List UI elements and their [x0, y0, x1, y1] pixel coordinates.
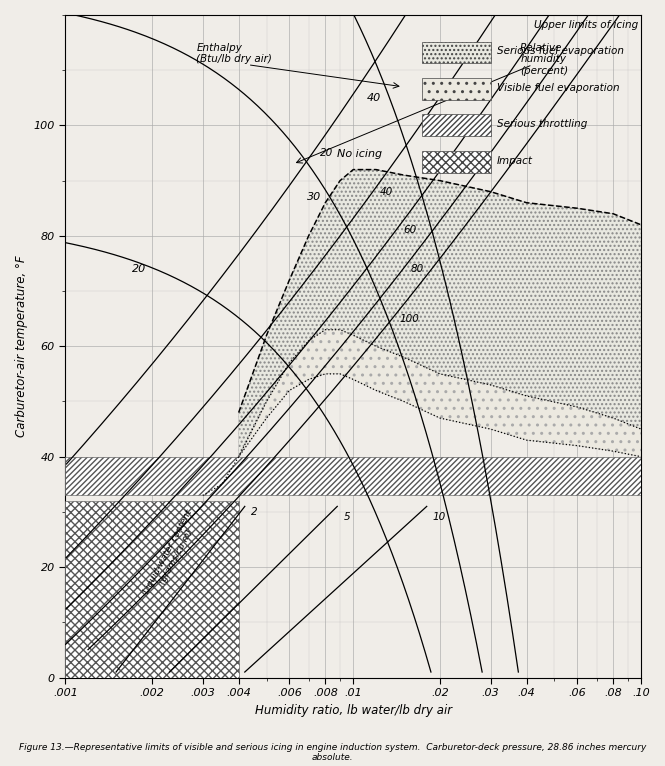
Y-axis label: Carburetor-air temperature, °F: Carburetor-air temperature, °F [15, 256, 28, 437]
Text: 80: 80 [410, 264, 424, 274]
FancyBboxPatch shape [422, 151, 491, 172]
Text: Figure 13.—Representative limits of visible and serious icing in engine inductio: Figure 13.—Representative limits of visi… [19, 743, 646, 762]
Polygon shape [239, 329, 641, 457]
Text: 100: 100 [400, 313, 420, 324]
Text: Visible fuel evaporation: Visible fuel evaporation [497, 83, 620, 93]
Text: Upper limits of icing: Upper limits of icing [534, 21, 638, 31]
Text: No icing: No icing [337, 149, 382, 159]
Text: 2: 2 [251, 507, 257, 517]
FancyBboxPatch shape [422, 114, 491, 136]
Polygon shape [65, 457, 641, 496]
Text: 20: 20 [132, 264, 146, 274]
Text: 60: 60 [403, 225, 416, 235]
FancyBboxPatch shape [422, 78, 491, 100]
Text: 5: 5 [343, 512, 350, 522]
Text: 20: 20 [320, 148, 333, 158]
Text: 30: 30 [307, 192, 321, 202]
Polygon shape [239, 169, 641, 457]
Text: Relative
humidity
(percent): Relative humidity (percent) [520, 43, 569, 76]
Text: 40: 40 [380, 187, 394, 197]
Text: Enthalpy
(Btu/lb dry air): Enthalpy (Btu/lb dry air) [196, 43, 272, 64]
Text: 40: 40 [366, 93, 380, 103]
Text: Serious fuel evaporation: Serious fuel evaporation [497, 47, 624, 57]
Text: Serious throttling: Serious throttling [497, 119, 588, 129]
Text: 10: 10 [433, 512, 446, 522]
Polygon shape [65, 501, 239, 678]
X-axis label: Humidity ratio, lb water/lb dry air: Humidity ratio, lb water/lb dry air [255, 703, 452, 716]
Text: Liquid-water content
(grams/cu m): Liquid-water content (grams/cu m) [142, 509, 203, 601]
Text: Impact: Impact [497, 155, 533, 165]
FancyBboxPatch shape [422, 41, 491, 64]
